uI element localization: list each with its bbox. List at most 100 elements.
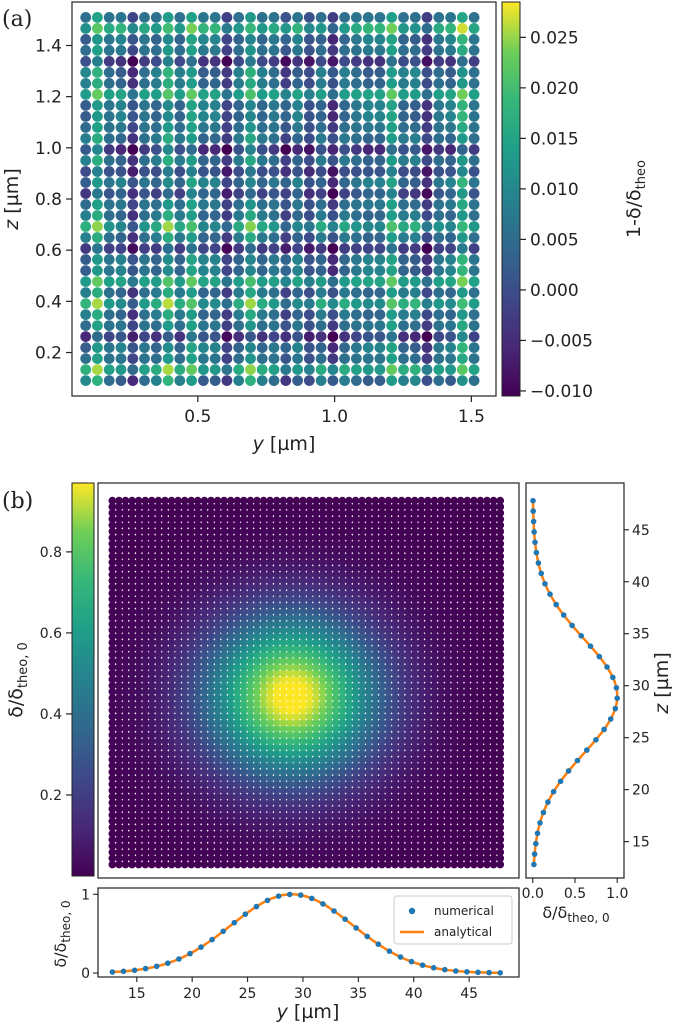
panel-b-point xyxy=(483,638,491,647)
panel-b-point xyxy=(371,576,380,585)
panel-b-point xyxy=(213,521,222,530)
panel-b-point xyxy=(305,848,314,857)
panel-b-point xyxy=(259,583,268,591)
panel-b-point xyxy=(174,558,183,567)
panel-a-point xyxy=(80,331,92,342)
panel-a-point xyxy=(303,12,315,23)
panel-a-point xyxy=(351,133,362,144)
panel-b-point xyxy=(332,502,340,511)
panel-a-point xyxy=(209,23,221,34)
panel-a-point xyxy=(362,67,374,78)
panel-a-point xyxy=(80,243,92,254)
right-profile-point xyxy=(531,529,537,535)
panel-b-point xyxy=(272,570,281,579)
panel-b-point xyxy=(121,533,130,542)
panel-b-point xyxy=(489,539,498,548)
panel-b-point xyxy=(483,502,491,511)
panel-b-point xyxy=(437,515,445,524)
panel-b-point xyxy=(463,533,472,542)
panel-b-point xyxy=(463,817,472,826)
panel-a-point xyxy=(103,331,115,342)
panel-b-point xyxy=(476,798,485,807)
panel-b-point xyxy=(115,860,123,869)
panel-b-point xyxy=(207,669,215,678)
panel-a-point xyxy=(362,276,374,287)
panel-b-point xyxy=(358,626,366,635)
panel-a-cb-tick-label: 0.020 xyxy=(530,79,579,99)
panel-b-point xyxy=(180,823,189,832)
panel-a-point xyxy=(303,199,315,210)
panel-b-point xyxy=(239,712,248,721)
panel-b-point xyxy=(351,527,360,536)
panel-b-point xyxy=(286,607,294,616)
panel-b-point xyxy=(207,712,215,721)
right-profile-point xyxy=(533,549,540,556)
panel-b-point xyxy=(266,854,274,863)
panel-b-point xyxy=(318,552,327,561)
panel-b-point xyxy=(259,854,268,863)
panel-a-point xyxy=(221,232,233,243)
panel-b-point xyxy=(450,842,459,850)
panel-b-point xyxy=(384,817,393,826)
panel-b-point xyxy=(318,829,327,838)
panel-b-point xyxy=(272,860,281,869)
panel-a-point xyxy=(456,232,468,243)
panel-b-point xyxy=(404,496,413,505)
panel-a-point xyxy=(245,276,256,287)
panel-b-point xyxy=(279,749,288,758)
panel-b-point xyxy=(305,681,314,690)
panel-b-point xyxy=(437,737,445,746)
panel-b-point xyxy=(476,657,485,665)
panel-b-point xyxy=(174,805,183,813)
panel-b-point xyxy=(450,724,459,733)
panel-b-point xyxy=(266,632,274,641)
panel-b-point xyxy=(200,681,209,690)
panel-b-point xyxy=(193,860,202,869)
panel-a-point xyxy=(339,199,350,210)
panel-a-point xyxy=(80,133,92,144)
panel-b-point xyxy=(180,798,189,807)
panel-a-point xyxy=(339,309,350,320)
panel-a-point xyxy=(150,375,162,386)
panel-b-point xyxy=(424,675,432,684)
panel-b-point xyxy=(463,805,472,813)
panel-b-point xyxy=(345,724,353,733)
panel-b-point xyxy=(121,626,130,635)
panel-a-point xyxy=(433,177,445,188)
panel-b-point xyxy=(338,811,347,820)
panel-b-point xyxy=(259,829,268,838)
panel-b-point xyxy=(213,774,222,783)
panel-b-point xyxy=(108,583,117,591)
bottom-profile-point xyxy=(120,968,127,975)
panel-a-point xyxy=(409,320,421,331)
panel-b-point xyxy=(384,632,393,641)
panel-b-point xyxy=(259,657,268,665)
panel-b-point xyxy=(286,712,294,721)
panel-b-point xyxy=(404,743,413,752)
panel-b-point xyxy=(167,539,176,548)
panel-a-point xyxy=(256,265,268,276)
panel-b-point xyxy=(325,650,334,659)
panel-b-point xyxy=(128,718,137,727)
panel-b-point xyxy=(470,854,478,863)
panel-a-point xyxy=(280,375,292,386)
panel-b-point xyxy=(259,515,268,524)
panel-b-point xyxy=(463,583,472,591)
panel-a-point xyxy=(280,265,292,276)
panel-b-point xyxy=(226,638,235,647)
panel-b-point xyxy=(167,515,176,524)
panel-b-point xyxy=(253,768,261,776)
panel-b-point xyxy=(312,817,320,826)
panel-a-point xyxy=(115,100,127,111)
panel-b-point xyxy=(259,496,268,505)
panel-b-point xyxy=(410,768,419,776)
panel-a-point xyxy=(139,364,150,375)
bottom-profile-tick-label: 30 xyxy=(294,986,312,1002)
panel-b-point xyxy=(266,724,274,733)
panel-b-point xyxy=(443,774,452,783)
panel-b-point xyxy=(351,798,360,807)
panel-b-point xyxy=(483,644,491,653)
panel-b-point xyxy=(463,558,472,567)
panel-b-point xyxy=(246,798,255,807)
panel-b-point xyxy=(351,509,360,517)
